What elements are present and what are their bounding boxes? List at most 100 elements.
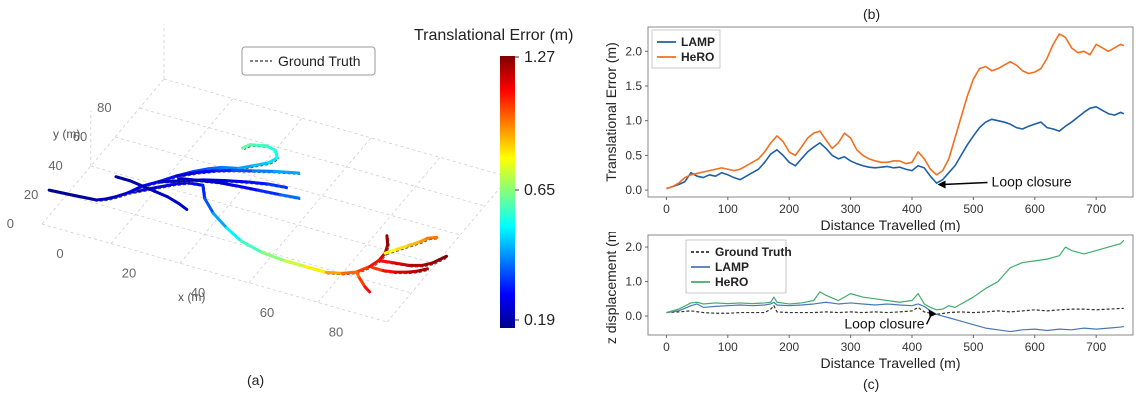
colorbar-ticks: 1.27 0.65 0.19 [515,49,555,329]
axis-ticks: 0 20 40 60 80 0 20 40 60 80 [7,100,343,339]
colorbar-tick-label: 0.65 [524,182,555,199]
trajectory-segment [206,165,224,171]
plot-frame [647,26,1134,198]
panel-b-translational-error: 0 100 200 300 400 500 600 700 0.0 0.5 1.0 1.5 2.0 Dis… [600,0,1143,232]
y-tick-label: 80 [97,100,111,115]
x-tick-label: 60 [260,305,274,320]
panel-b-label: (b) [863,6,881,22]
trajectory-segment [153,189,169,199]
legend-label: HeRO [715,275,748,289]
trajectory-segment [201,183,207,200]
x-tick-label: 200 [779,340,799,354]
x-tick-label: 500 [963,340,983,354]
trajectory-paths [47,143,449,294]
trajectory-segment [241,143,252,150]
panel-a-label: (a) [247,372,265,388]
trajectory-segment [186,181,205,187]
trajectory-segment [157,182,176,189]
legend-label: LAMP [715,260,749,274]
grid-line-y [163,78,510,178]
trajectory-segment [231,168,255,173]
trajectory-segment [392,261,411,267]
trajectory-segment [256,188,282,197]
trajectory-segment [216,180,239,188]
trajectory-segment [381,269,397,274]
plot-frame [647,234,1134,336]
trajectory-east-1 [383,235,439,256]
annotation-text: Loop closure [844,315,924,331]
panel-c-z-displacement: 0 100 200 300 400 500 600 700 0.0 1.0 2.0 Distance … [600,232,1143,395]
trajectory-segment [395,244,411,251]
grid-line-y [139,107,485,207]
trajectory-segment [377,258,396,265]
trajectory-segment [211,211,229,230]
trajectory-segment [406,269,419,274]
y-tick-label: 1.0 [625,275,642,289]
y-tick-label: 0 [7,216,14,231]
trajectory-main [47,181,205,202]
colorbar-title: Translational Error (m) [414,27,573,44]
trajectory-segment [260,250,287,263]
trajectory-segment [140,184,157,193]
x-axis-label: x (m) [178,290,205,304]
legend-label: Ground Truth [715,245,792,259]
x-tick-label: 300 [841,340,861,354]
x-tick-label: 700 [1086,202,1106,216]
trajectory-segment [248,143,268,148]
y-tick-label: 0.0 [625,309,642,323]
trajectory-segment [420,261,434,267]
legend-ground-truth: Ground Truth [241,46,376,76]
x-tick-label: 40 [191,285,205,300]
trajectory-segment [340,270,358,275]
trajectory-segment [358,276,367,289]
x-tick-label: 600 [1025,202,1045,216]
series-lamp [666,301,1124,333]
x-tick-label: 100 [718,340,738,354]
trajectory-segment [236,164,256,170]
trajectory-segment [264,144,277,152]
trajectory-segment [437,254,449,262]
trajectory-east-2 [377,254,449,268]
trajectory-segment [246,180,270,186]
annotation-arrowhead [928,309,937,318]
y-tick-label: 20 [24,187,38,202]
trajectory-east-3 [371,266,430,275]
trajectory-segment [177,176,200,182]
ground-truth-path [386,238,439,256]
y-tick-label: 1.0 [625,114,642,128]
y-tick-label: 0.5 [625,148,642,162]
x-tick-label: 20 [122,266,136,281]
trajectory-segment [383,247,399,255]
annotation-arrow [942,181,988,186]
y-axis-label: y (m) [53,127,80,141]
error-line-chart: 0 100 200 300 400 500 600 700 0.0 0.5 1.0 1.5 2.0 Dis… [603,26,1134,232]
trajectory-branch-1 [157,178,289,190]
annotation-text: Loop closure [992,174,1072,190]
x-tick-label: 0 [56,246,63,261]
x-tick-label: 500 [963,202,983,216]
x-tick-label: 700 [1086,340,1106,354]
trajectory-segment [140,180,161,188]
trajectory-branch-4 [114,175,189,212]
trajectory-segment [73,194,98,202]
trajectory-segment [194,169,217,175]
series-lamp [666,105,1125,190]
y-tick-label: 60 [73,129,87,144]
trajectory-segment [196,178,220,184]
grid-line-x [110,98,234,244]
legend-label: LAMP [681,35,715,49]
grid-line-x [248,137,372,284]
trajectory-segment [324,270,344,275]
trajectory-segment [239,239,264,254]
grid-line-x [317,157,441,303]
trajectory-segment [278,193,301,200]
x-tick-label: 400 [902,202,922,216]
y-tick-label: 1.5 [625,79,642,93]
y-tick-label: 40 [48,158,62,173]
trajectory-segment [203,196,215,215]
ground-truth-path [374,268,430,275]
x-tick-label: 80 [329,324,343,339]
colorbar-tick-label: 0.19 [524,312,555,329]
series-hero [666,239,1125,314]
